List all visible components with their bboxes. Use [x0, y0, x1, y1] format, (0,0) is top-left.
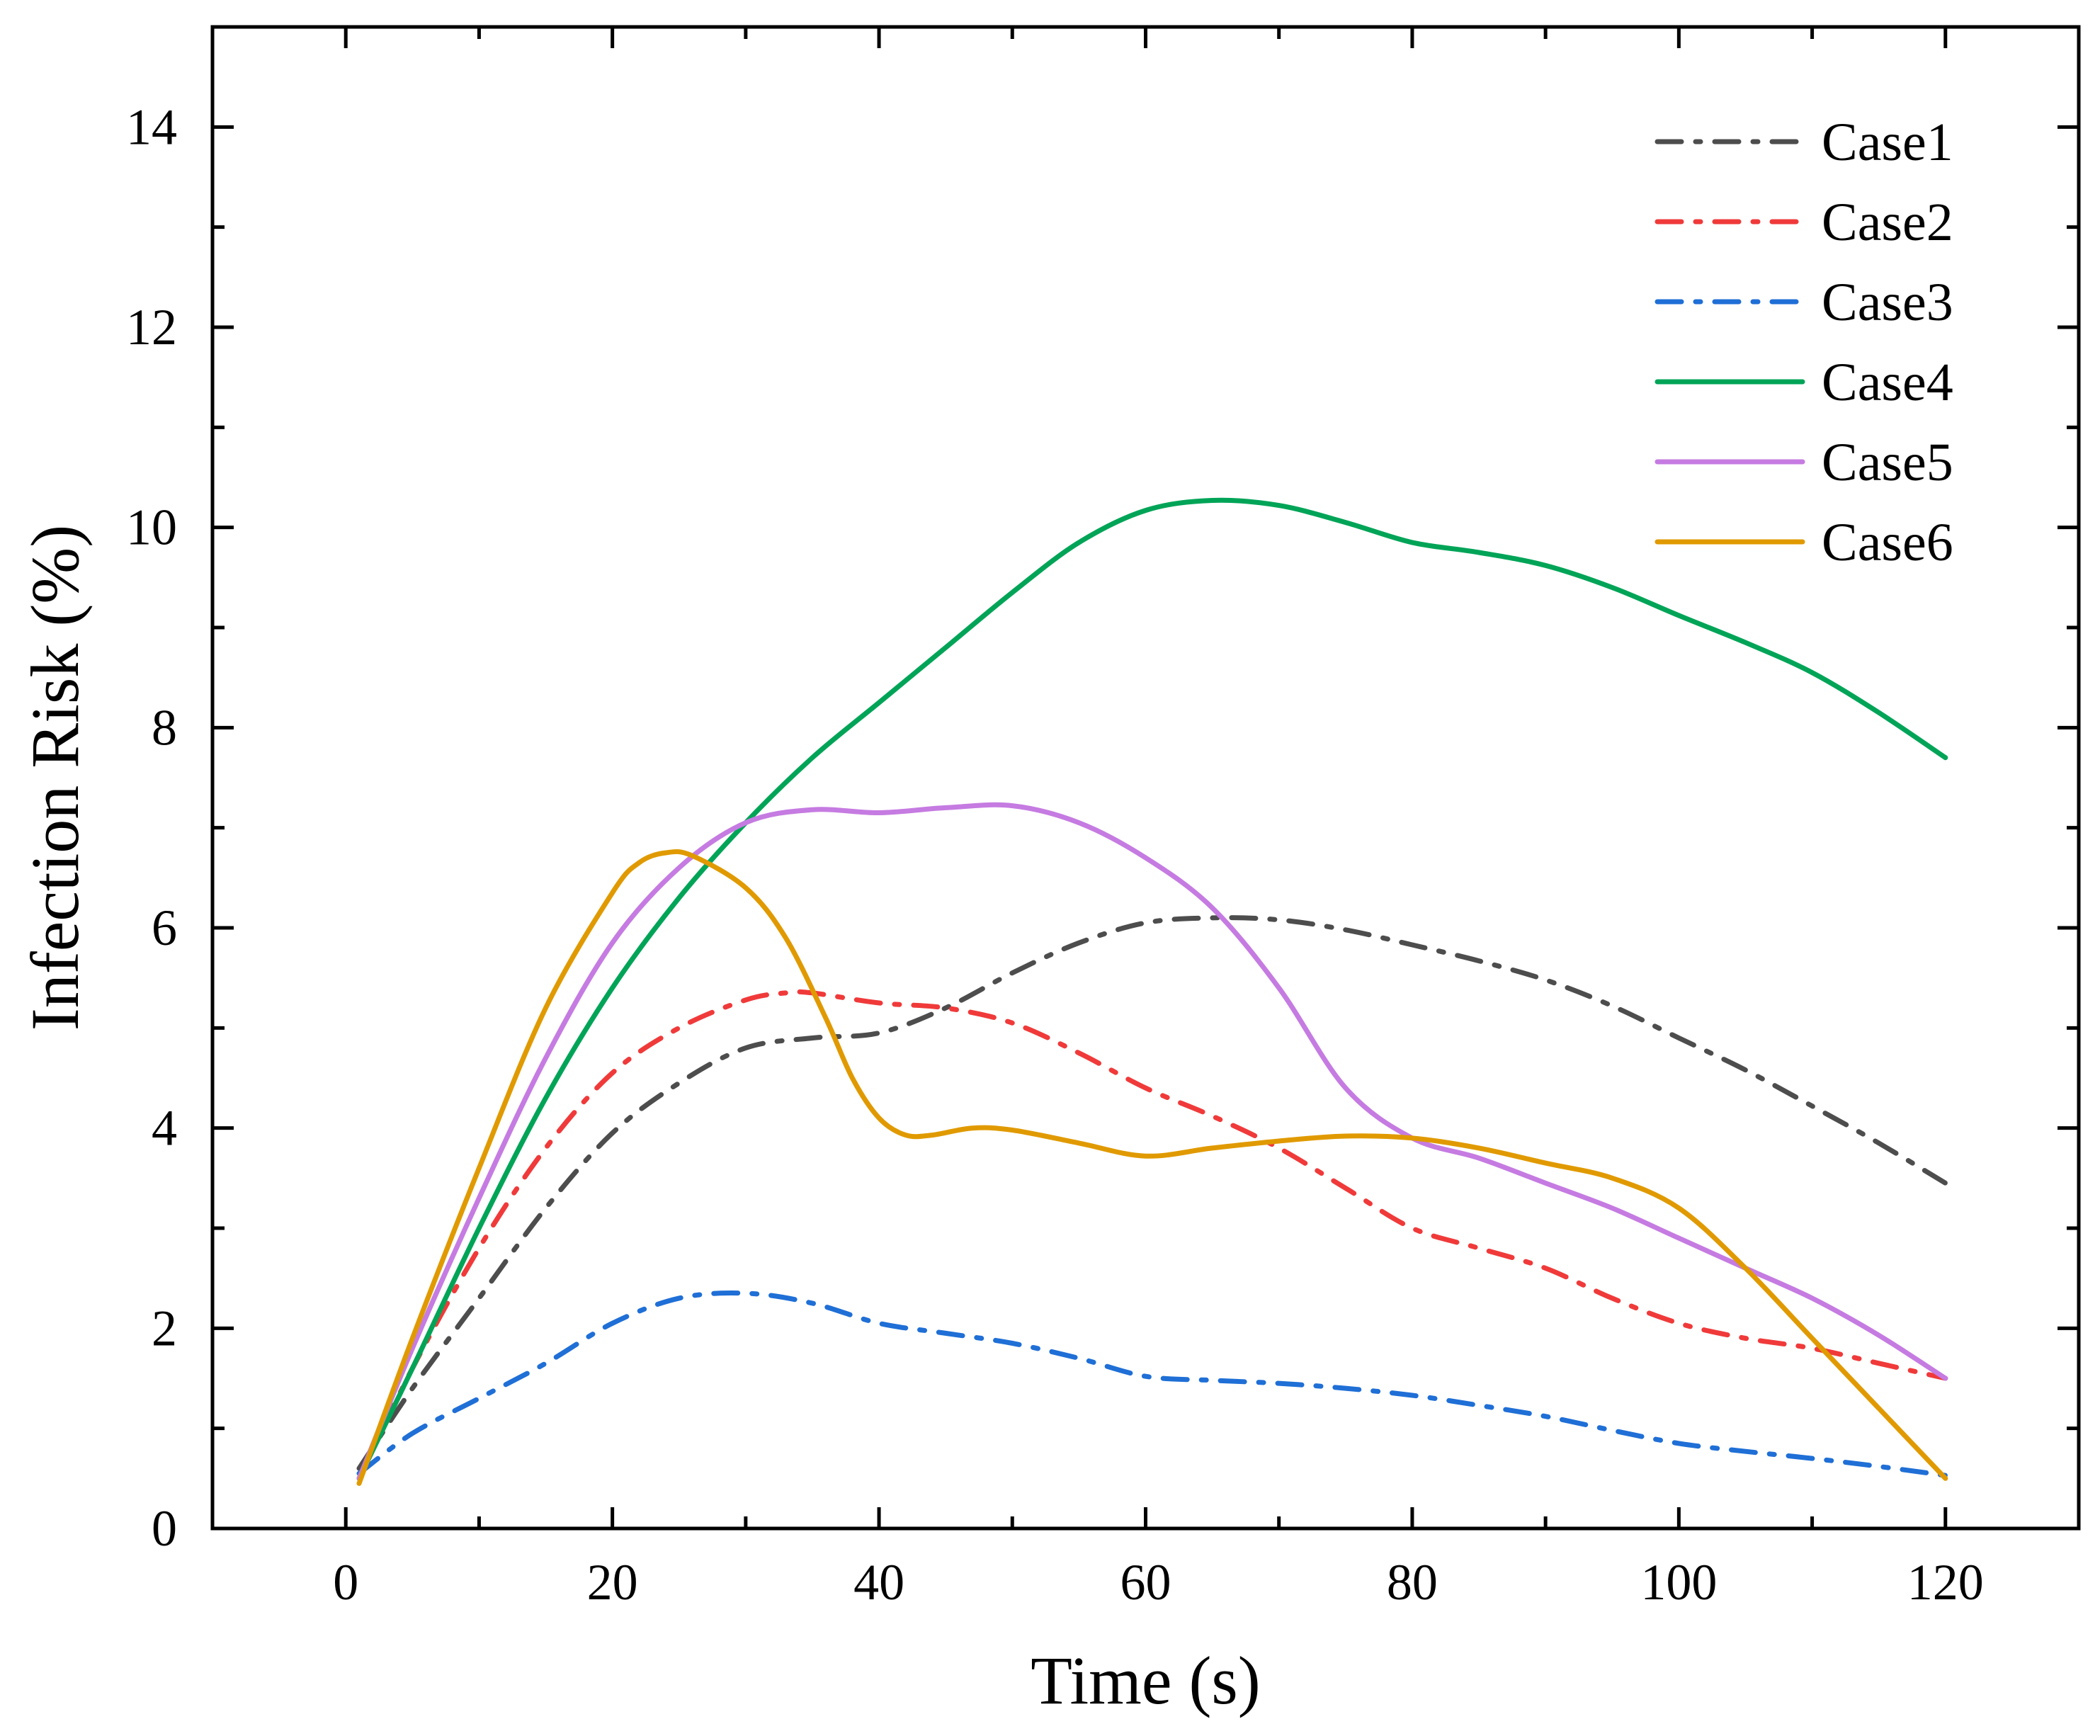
legend-label-case4: Case4: [1822, 353, 1953, 412]
y-axis-title: Infection Risk (%): [17, 525, 93, 1031]
legend-label-case5: Case5: [1822, 433, 1953, 492]
y-tick-label: 12: [126, 299, 177, 356]
series-line-case3: [356, 1290, 1948, 1478]
y-tick-label: 0: [152, 1500, 177, 1557]
x-tick-label: 20: [587, 1554, 638, 1611]
series-line-case5: [356, 802, 1948, 1481]
legend-label-case2: Case2: [1822, 193, 1953, 252]
legend-label-case1: Case1: [1822, 113, 1953, 172]
y-tick-label: 6: [152, 900, 177, 956]
y-tick-label: 8: [152, 699, 177, 756]
y-tick-label: 10: [126, 499, 177, 556]
x-tick-label: 60: [1120, 1554, 1171, 1611]
y-tick-label: 2: [152, 1300, 177, 1356]
x-tick-label: 0: [333, 1554, 358, 1611]
x-tick-label: 40: [853, 1554, 904, 1611]
legend: Case1 Case2 Case3 Case4 Case5 Case6: [1655, 113, 1953, 572]
y-tick-label: 14: [126, 98, 177, 155]
series-line-case4: [356, 497, 1948, 1481]
y-tick-label: 4: [152, 1100, 177, 1157]
x-tick-label: 120: [1907, 1554, 1984, 1611]
series-line-case6: [356, 849, 1948, 1486]
x-tick-label: 100: [1640, 1554, 1717, 1611]
series-line-case2: [356, 989, 1948, 1481]
x-tick-label: 80: [1387, 1554, 1438, 1611]
legend-label-case3: Case3: [1822, 273, 1953, 332]
legend-label-case6: Case6: [1822, 513, 1953, 572]
series-line-case1: [356, 915, 1948, 1471]
x-axis-title: Time (s): [1031, 1643, 1261, 1718]
